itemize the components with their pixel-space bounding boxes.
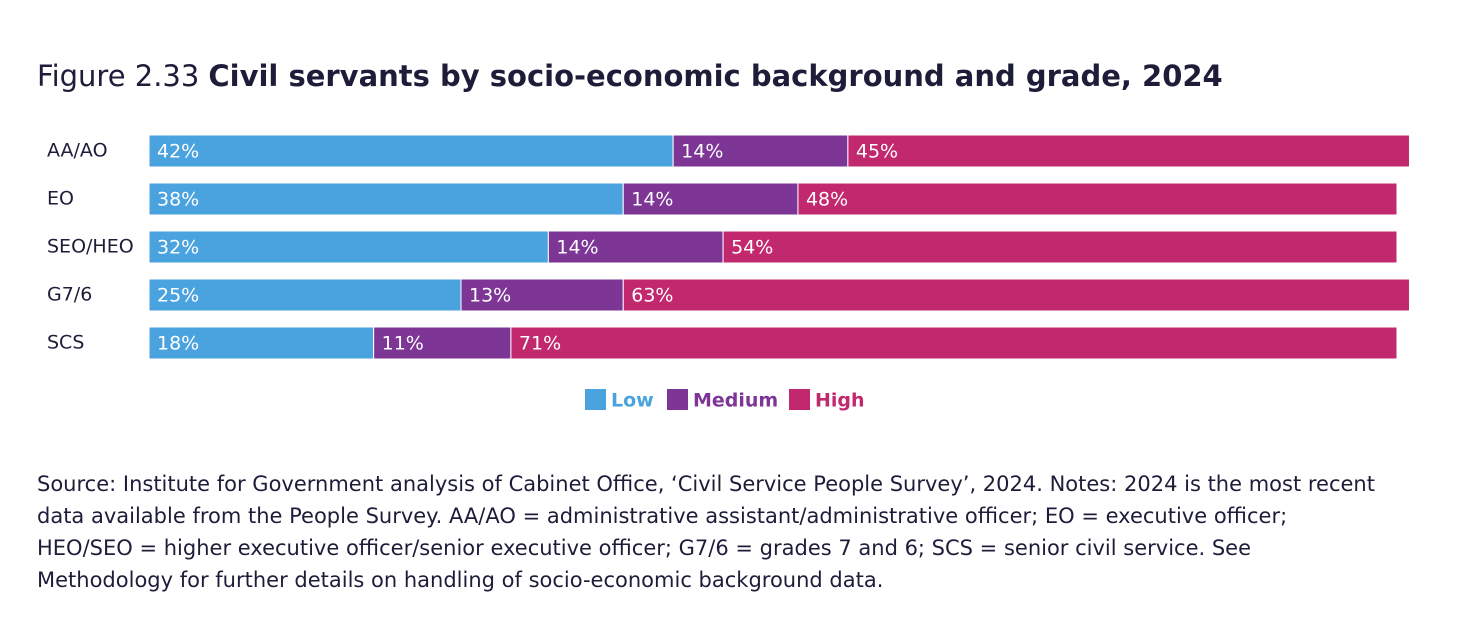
legend-swatch xyxy=(789,389,810,410)
legend-swatch xyxy=(585,389,606,410)
category-label: AA/AO xyxy=(47,140,108,162)
legend-label: High xyxy=(815,390,865,412)
value-label: 14% xyxy=(681,141,723,163)
bar-segment xyxy=(547,230,724,264)
category-label: SCS xyxy=(47,332,84,354)
bar-segment xyxy=(460,278,624,312)
title: Civil servants by socio-economic backgro… xyxy=(208,59,1222,93)
bar-segment xyxy=(797,182,1398,216)
value-label: 48% xyxy=(806,189,848,211)
bar-segment xyxy=(148,230,549,264)
bar-segment xyxy=(148,326,375,360)
value-label: 38% xyxy=(157,189,199,211)
bar-segment xyxy=(672,134,849,168)
legend-label: Low xyxy=(611,390,654,412)
value-label: 42% xyxy=(157,141,199,163)
category-label: SEO/HEO xyxy=(47,236,134,258)
bar-segment xyxy=(847,134,1410,168)
figure-label: Figure 2.33 xyxy=(37,59,199,93)
chart-title: Figure 2.33 Civil servants by socio-econo… xyxy=(37,59,1223,93)
value-label: 45% xyxy=(856,141,898,163)
source-note: Source: Institute for Government analysi… xyxy=(37,472,1375,592)
value-label: 14% xyxy=(631,189,673,211)
bar-segment xyxy=(148,182,624,216)
bar-segment xyxy=(622,182,799,216)
category-label: G7/6 xyxy=(47,284,92,306)
bar-segment xyxy=(510,326,1398,360)
value-label: 25% xyxy=(157,285,199,307)
category-label: EO xyxy=(47,188,74,210)
bar-segment xyxy=(148,134,674,168)
value-label: 63% xyxy=(631,285,673,307)
value-label: 14% xyxy=(556,237,598,259)
bar-segment xyxy=(722,230,1398,264)
value-label: 71% xyxy=(519,333,561,355)
legend-label: Medium xyxy=(693,390,778,412)
chart: Figure 2.33 Civil servants by socio-econo… xyxy=(37,59,1410,412)
value-label: 11% xyxy=(382,333,424,355)
value-label: 32% xyxy=(157,237,199,259)
bar-segment xyxy=(373,326,512,360)
legend-swatch xyxy=(667,389,688,410)
bar-segment xyxy=(622,278,1410,312)
value-label: 18% xyxy=(157,333,199,355)
value-label: 54% xyxy=(731,237,773,259)
value-label: 13% xyxy=(469,285,511,307)
